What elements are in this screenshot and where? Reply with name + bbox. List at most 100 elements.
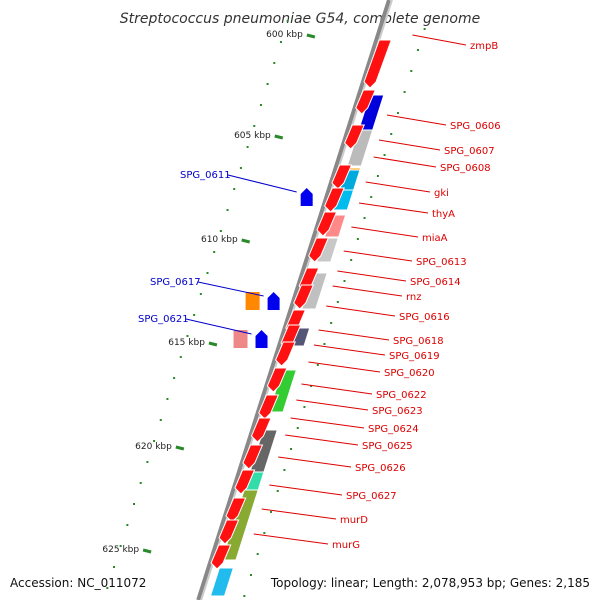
minor-tick-left	[133, 503, 136, 505]
forward-gene-arrow	[234, 469, 256, 495]
minor-tick-left	[139, 482, 142, 484]
forward-gene-label: SPG_0614	[410, 277, 461, 288]
minor-tick-left	[113, 566, 116, 568]
leader-line	[296, 399, 369, 411]
minor-tick-right	[336, 301, 339, 303]
genome-summary-text: Topology: linear; Length: 2,078,953 bp; …	[270, 576, 590, 590]
forward-gene-arrow	[250, 417, 272, 443]
scale-tick-label: 605 kbp	[234, 131, 271, 141]
leader-line	[185, 318, 252, 335]
minor-tick-right	[256, 553, 259, 555]
leader-line	[332, 285, 403, 297]
leader-line	[278, 456, 352, 468]
leader-line	[261, 508, 337, 520]
minor-tick-left	[119, 545, 122, 547]
reverse-gene-arrow	[300, 188, 313, 206]
forward-gene-arrow	[363, 39, 392, 89]
accession-text: Accession: NC_011072	[10, 576, 146, 590]
minor-tick-right	[423, 28, 426, 30]
minor-tick-right	[276, 490, 279, 492]
forward-gene-label: gki	[434, 188, 449, 199]
scale-tick-label: 610 kbp	[201, 235, 238, 245]
leader-line	[378, 139, 441, 151]
reverse-gene-arrow	[267, 292, 280, 310]
forward-gene-label: SPG_0627	[346, 491, 397, 502]
minor-tick-right	[250, 574, 253, 576]
scale-tick-label: 600 kbp	[266, 30, 303, 40]
minor-tick-left	[259, 104, 262, 106]
leader-line	[197, 281, 264, 297]
forward-gene-label: SPG_0620	[384, 368, 435, 379]
leader-line	[313, 344, 386, 356]
minor-tick-left	[159, 419, 162, 421]
forward-gene-arrow	[266, 367, 288, 393]
scale-tick-label: 615 kbp	[168, 338, 205, 348]
minor-tick-right	[363, 217, 366, 219]
forward-gene-label: SPG_0606	[450, 121, 501, 132]
reverse-gene-label: SPG_0611	[180, 170, 231, 181]
feature-block	[209, 567, 235, 597]
minor-tick-right	[323, 343, 326, 345]
forward-gene-label: SPG_0622	[376, 390, 427, 401]
minor-tick-right	[243, 595, 246, 597]
minor-tick-left	[153, 440, 156, 442]
forward-gene-label: SPG_0625	[362, 441, 413, 452]
minor-tick-right	[383, 154, 386, 156]
forward-gene-arrow	[355, 89, 377, 115]
forward-gene-arrow	[210, 544, 232, 570]
forward-gene-label: murG	[332, 540, 360, 551]
major-tick	[241, 238, 251, 244]
leader-line	[285, 434, 359, 446]
minor-tick-left	[213, 251, 216, 253]
forward-gene-arrow	[316, 211, 338, 237]
forward-gene-label: SPG_0626	[355, 463, 406, 474]
minor-tick-right	[310, 385, 313, 387]
minor-tick-left	[246, 146, 249, 148]
minor-tick-left	[233, 188, 236, 190]
leader-line	[386, 114, 447, 126]
leader-line	[351, 226, 419, 238]
reverse-feature-block	[245, 292, 260, 310]
minor-tick-left	[173, 377, 176, 379]
reverse-gene-label: SPG_0621	[138, 314, 189, 325]
minor-tick-left	[226, 209, 229, 211]
minor-tick-left	[239, 167, 242, 169]
forward-gene-label: SPG_0616	[399, 312, 450, 323]
backbone-line	[196, 0, 391, 600]
minor-tick-left	[186, 335, 189, 337]
forward-gene-arrow	[293, 284, 315, 310]
minor-tick-left	[219, 230, 222, 232]
genome-title: Streptococcus pneumoniae G54, complete g…	[120, 11, 480, 27]
leader-line	[358, 202, 429, 214]
leader-line	[337, 270, 407, 282]
forward-gene-arrow	[331, 164, 353, 190]
reverse-gene-label: SPG_0617	[150, 277, 201, 288]
forward-gene-label: SPG_0619	[389, 351, 440, 362]
minor-tick-left	[273, 62, 276, 64]
minor-tick-left	[253, 125, 256, 127]
feature-block	[346, 129, 374, 167]
minor-tick-right	[303, 406, 306, 408]
minor-tick-right	[410, 70, 413, 72]
minor-tick-right	[290, 448, 293, 450]
leader-line	[412, 34, 467, 46]
minor-tick-right	[376, 175, 379, 177]
minor-tick-right	[330, 322, 333, 324]
minor-tick-right	[343, 280, 346, 282]
leader-line	[227, 174, 297, 193]
minor-tick-right	[296, 427, 299, 429]
forward-gene-label: zmpB	[470, 41, 498, 52]
minor-tick-right	[403, 91, 406, 93]
leader-line	[301, 383, 373, 395]
minor-tick-left	[146, 461, 149, 463]
leader-line	[308, 361, 381, 373]
forward-gene-label: SPG_0613	[416, 257, 467, 268]
major-tick	[208, 341, 218, 347]
forward-gene-label: thyA	[432, 209, 455, 220]
leader-line	[318, 329, 390, 341]
forward-gene-label: SPG_0608	[440, 163, 491, 174]
minor-tick-left	[199, 293, 202, 295]
minor-tick-right	[370, 196, 373, 198]
forward-gene-arrow	[323, 187, 345, 213]
